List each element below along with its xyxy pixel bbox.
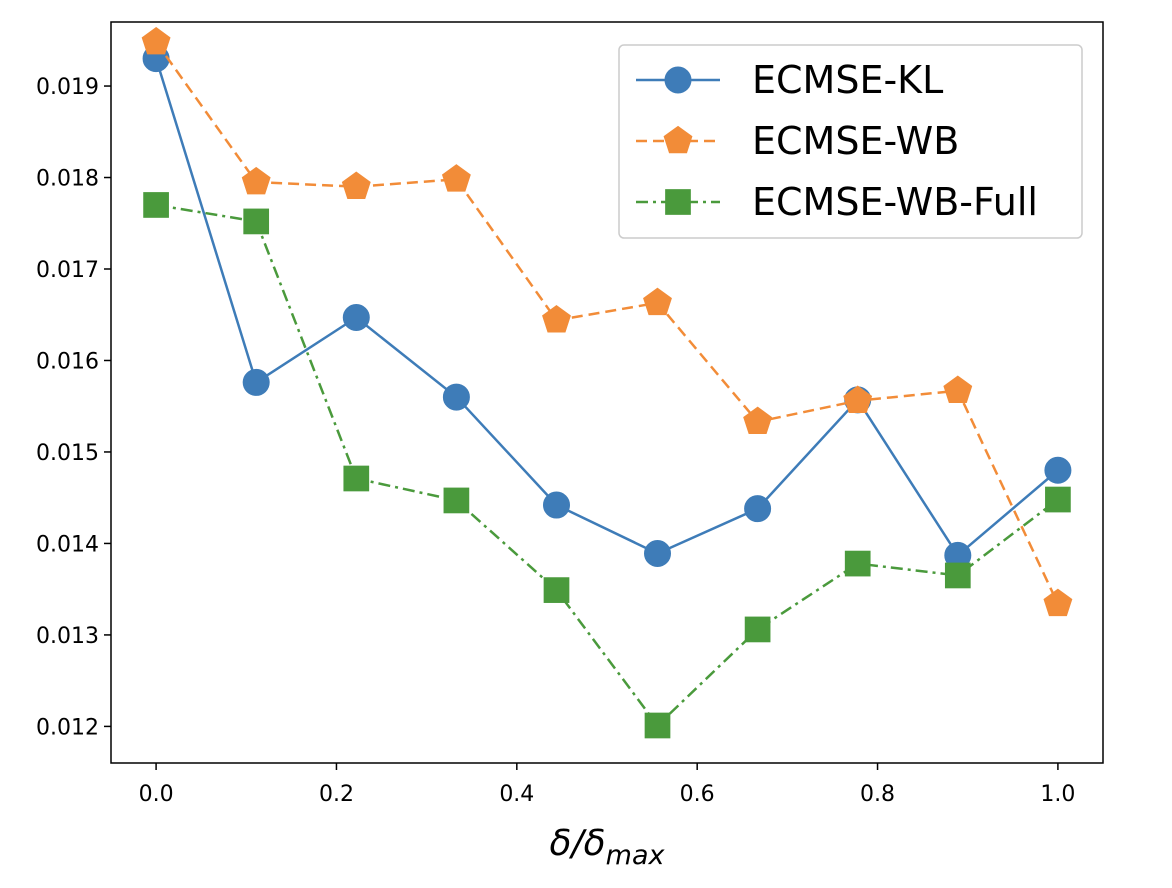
legend-entry: ECMSE-WB (636, 119, 959, 163)
y-tick-label: 0.017 (36, 258, 99, 283)
y-axis: 0.012 0.013 0.014 0.015 0.016 0.017 0.018 0.019 (36, 75, 111, 740)
x-axis-label: δ/δmax (549, 823, 665, 871)
data-point (1043, 588, 1073, 617)
legend-label: ECMSE-WB-Full (752, 180, 1038, 224)
data-point (543, 577, 570, 603)
data-point (443, 487, 470, 514)
data-point (943, 375, 973, 403)
x-tick-label: 0.4 (499, 782, 534, 807)
data-point (1045, 486, 1071, 513)
x-axis: 0.0 0.2 0.4 0.6 0.8 1.0 (139, 763, 1075, 807)
data-point (542, 491, 570, 519)
data-point (744, 616, 771, 643)
legend-marker (664, 66, 692, 94)
data-point (441, 164, 471, 192)
data-point (341, 171, 371, 199)
x-axis-label-main: δ/δ (549, 823, 605, 864)
data-point (343, 465, 370, 492)
data-point (542, 305, 571, 333)
data-point (644, 540, 672, 568)
data-point (643, 287, 672, 316)
plot-marks (141, 26, 1073, 739)
data-point (342, 303, 370, 331)
data-point (242, 368, 270, 396)
series-line (155, 41, 1060, 605)
y-tick-label: 0.015 (36, 441, 99, 466)
data-point (1044, 456, 1072, 484)
series-line (154, 58, 1059, 557)
legend-label: ECMSE-KL (752, 58, 943, 102)
data-point (644, 712, 671, 739)
series-line (155, 203, 1059, 727)
legend-label: ECMSE-WB (752, 119, 959, 163)
data-point (442, 383, 470, 411)
x-tick-label: 0.8 (860, 782, 895, 807)
y-tick-label: 0.013 (36, 624, 99, 649)
x-tick-label: 0.2 (319, 782, 354, 807)
x-tick-label: 0.0 (139, 782, 174, 807)
data-point (844, 550, 871, 577)
series-ecmse-wb (141, 26, 1073, 617)
data-point (143, 192, 169, 218)
data-point (843, 385, 873, 414)
y-tick-label: 0.019 (36, 75, 99, 100)
data-point (243, 208, 270, 235)
data-point (743, 406, 773, 435)
x-tick-label: 0.6 (680, 782, 715, 807)
data-point (744, 495, 772, 523)
x-axis-label-subscript: max (606, 840, 666, 871)
plot-frame (110, 21, 1104, 764)
legend: ECMSE-KL ECMSE-WB ECMSE-WB-Full (618, 44, 1083, 239)
series-ecmse-wb-full (143, 192, 1071, 739)
data-point (241, 166, 271, 195)
x-tick-label: 1.0 (1040, 782, 1075, 807)
legend-entry: ECMSE-WB-Full (636, 180, 1038, 224)
legend-marker (663, 125, 693, 154)
y-tick-label: 0.016 (36, 349, 99, 374)
data-point (141, 26, 171, 55)
y-tick-label: 0.014 (36, 532, 99, 557)
y-tick-label: 0.018 (36, 167, 99, 192)
legend-box (618, 44, 1083, 239)
data-point (944, 562, 971, 589)
y-tick-label: 0.012 (36, 715, 99, 740)
legend-entry: ECMSE-KL (636, 58, 943, 102)
legend-marker (665, 189, 691, 215)
